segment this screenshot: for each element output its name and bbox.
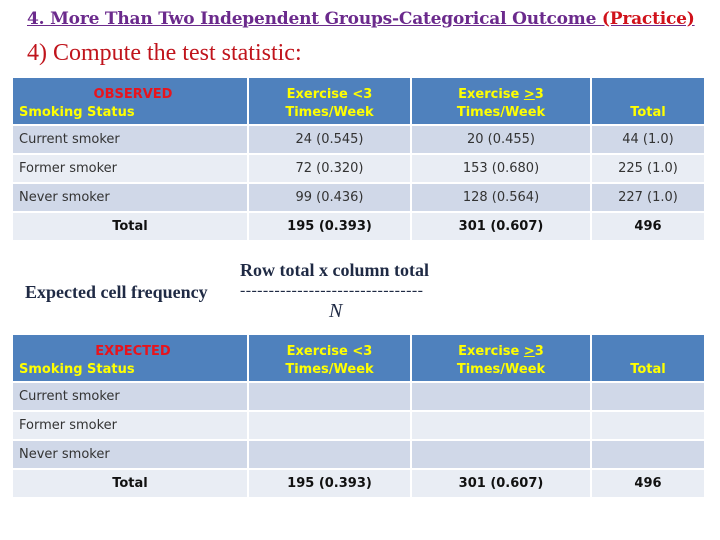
table-row: Former smoker 72 (0.320) 153 (0.680) 225… [13, 154, 706, 184]
row-status: Never smoker [13, 183, 249, 213]
total-ge3: 301 (0.607) [411, 469, 592, 499]
total-ge3: 301 (0.607) [411, 212, 592, 242]
cell-lt3 [248, 440, 412, 470]
row-status: Current smoker [13, 382, 249, 412]
cell-lt3: 24 (0.545) [248, 125, 412, 155]
col-exercise-lt3: Exercise <3 Times/Week [248, 335, 412, 383]
col-exercise-lt3-line1: Exercise <3 [286, 344, 373, 359]
total-row: Total 195 (0.393) 301 (0.607) 496 [13, 212, 706, 242]
row-status: Former smoker [13, 411, 249, 441]
cell-lt3: 72 (0.320) [248, 154, 412, 184]
cell-lt3 [248, 411, 412, 441]
col-exercise-lt3-line1: Exercise <3 [286, 87, 373, 102]
row-status: Former smoker [13, 154, 249, 184]
col-exercise-ge3-suffix: 3 [534, 344, 544, 359]
cell-total: 225 (1.0) [591, 154, 706, 184]
col-exercise-ge3-prefix: Exercise [458, 344, 524, 359]
formula-denominator: N [329, 300, 343, 322]
total-row: Total 195 (0.393) 301 (0.607) 496 [13, 469, 706, 499]
col-exercise-lt3-line2: Times/Week [285, 105, 374, 120]
observed-header-status: OBSERVED Smoking Status [13, 78, 249, 126]
col-smoking-status: Smoking Status [19, 105, 135, 120]
col-exercise-ge3-line2: Times/Week [456, 105, 546, 120]
col-exercise-ge3-suffix: 3 [534, 87, 544, 102]
total-label: Total [13, 469, 249, 499]
cell-ge3 [411, 382, 592, 412]
observed-label: OBSERVED [93, 87, 173, 102]
cell-total [591, 440, 706, 470]
formula-label: Expected cell frequency [25, 282, 208, 302]
col-exercise-ge3-line2: Times/Week [456, 362, 546, 377]
total-lt3: 195 (0.393) [248, 212, 412, 242]
cell-ge3: 20 (0.455) [411, 125, 592, 155]
col-exercise-ge3-symbol: > [523, 87, 535, 102]
table-row: Former smoker [13, 411, 706, 441]
total-grand: 496 [591, 469, 706, 499]
col-exercise-ge3-symbol: > [523, 344, 535, 359]
cell-lt3 [248, 382, 412, 412]
cell-ge3: 153 (0.680) [411, 154, 592, 184]
step-heading: 4) Compute the test statistic: [27, 40, 302, 66]
expected-header-status: EXPECTED Smoking Status [13, 335, 249, 383]
cell-total: 44 (1.0) [591, 125, 706, 155]
table-row: Never smoker 99 (0.436) 128 (0.564) 227 … [13, 183, 706, 213]
row-status: Never smoker [13, 440, 249, 470]
expected-header-row: EXPECTED Smoking Status Exercise <3 Times/… [13, 335, 706, 383]
col-smoking-status: Smoking Status [19, 362, 135, 377]
observed-table: OBSERVED Smoking Status Exercise <3 Times/… [13, 78, 706, 242]
table-row: Current smoker [13, 382, 706, 412]
total-label: Total [13, 212, 249, 242]
cell-total: 227 (1.0) [591, 183, 706, 213]
title-main: 4. More Than Two Independent Groups-Cate… [27, 9, 602, 29]
expected-label: EXPECTED [95, 344, 171, 359]
col-exercise-ge3: Exercise >3 Times/Week [411, 335, 592, 383]
cell-total [591, 411, 706, 441]
formula-fraction-line: -------------------------------- [240, 282, 424, 299]
table-row: Current smoker 24 (0.545) 20 (0.455) 44 … [13, 125, 706, 155]
row-status: Current smoker [13, 125, 249, 155]
observed-header-row: OBSERVED Smoking Status Exercise <3 Times/… [13, 78, 706, 126]
cell-ge3 [411, 411, 592, 441]
total-lt3: 195 (0.393) [248, 469, 412, 499]
col-total: Total [591, 78, 706, 126]
title-practice: (Practice) [601, 9, 695, 29]
total-grand: 496 [591, 212, 706, 242]
slide-title: 4. More Than Two Independent Groups-Cate… [27, 9, 695, 29]
cell-lt3: 99 (0.436) [248, 183, 412, 213]
cell-ge3 [411, 440, 592, 470]
cell-total [591, 382, 706, 412]
col-total: Total [591, 335, 706, 383]
col-exercise-ge3-prefix: Exercise [458, 87, 524, 102]
table-row: Never smoker [13, 440, 706, 470]
formula-numerator: Row total x column total [240, 260, 429, 280]
col-exercise-lt3-line2: Times/Week [285, 362, 374, 377]
col-exercise-lt3: Exercise <3 Times/Week [248, 78, 412, 126]
expected-table: EXPECTED Smoking Status Exercise <3 Times/… [13, 335, 706, 499]
cell-ge3: 128 (0.564) [411, 183, 592, 213]
col-exercise-ge3: Exercise >3 Times/Week [411, 78, 592, 126]
